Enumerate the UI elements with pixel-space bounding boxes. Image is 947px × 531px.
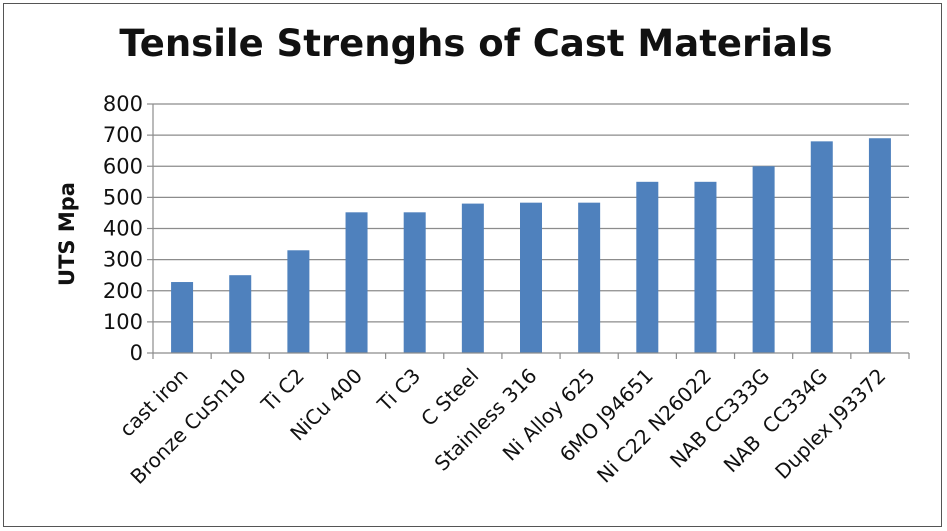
bar [636,181,659,353]
y-tick-label: 400 [103,217,143,241]
y-axis-label: UTS Mpa [55,182,79,286]
x-category-label: Ti C3 [372,364,425,417]
chart-title: Tensile Strenghs of Cast Materials [119,22,832,65]
bar-chart: Tensile Strenghs of Cast Materials UTS M… [55,22,910,489]
bar [752,166,775,353]
bars [171,138,891,353]
y-tick-label: 200 [103,279,143,303]
bar [403,212,426,353]
x-category-label: Ti C2 [256,364,309,417]
y-tick-label: 700 [103,123,143,147]
chart-frame: Tensile Strenghs of Cast Materials UTS M… [3,3,942,527]
x-category-label: NAB CC334G [719,364,833,478]
bar [520,202,542,353]
y-tick-label: 500 [103,185,143,209]
x-category-label: Stainless 316 [430,364,542,476]
y-tick-label: 800 [103,92,143,116]
bar [694,181,717,353]
bar [345,212,368,353]
bar [171,282,194,353]
bar [868,138,891,353]
y-tick-label: 0 [130,341,143,365]
y-tick-label: 300 [103,248,143,272]
bar [229,275,252,353]
axes [152,104,910,359]
bar [810,141,833,353]
y-tick-label: 100 [103,310,143,334]
bar [461,203,484,353]
bar [287,250,310,353]
y-tick-label: 600 [103,154,143,178]
y-axis-ticks: 0 100 200 300 400 500 600 700 800 [103,92,153,365]
bar [578,202,601,353]
